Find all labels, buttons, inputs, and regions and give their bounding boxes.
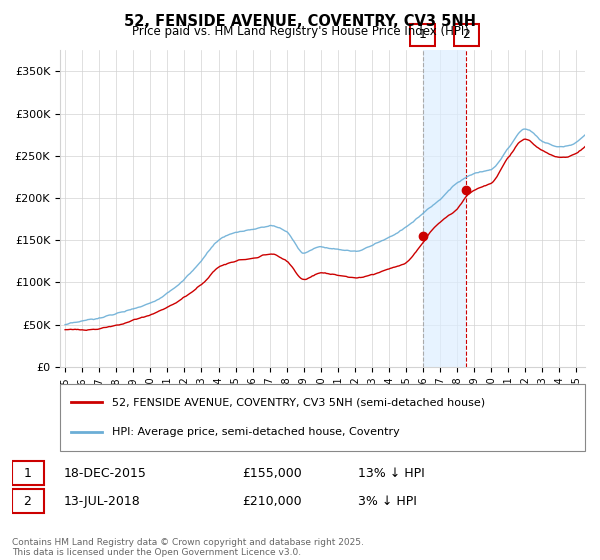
Text: 13-JUL-2018: 13-JUL-2018 bbox=[64, 494, 140, 508]
Text: Price paid vs. HM Land Registry's House Price Index (HPI): Price paid vs. HM Land Registry's House … bbox=[131, 25, 469, 38]
Text: 2: 2 bbox=[23, 494, 31, 508]
Text: 3% ↓ HPI: 3% ↓ HPI bbox=[358, 494, 416, 508]
Text: 13% ↓ HPI: 13% ↓ HPI bbox=[358, 466, 424, 480]
FancyBboxPatch shape bbox=[12, 489, 44, 513]
FancyBboxPatch shape bbox=[60, 384, 585, 451]
Text: 1: 1 bbox=[23, 466, 31, 480]
FancyBboxPatch shape bbox=[12, 461, 44, 485]
Text: 1: 1 bbox=[419, 29, 427, 41]
Bar bbox=[422, 50, 466, 367]
FancyBboxPatch shape bbox=[410, 24, 435, 46]
Text: £155,000: £155,000 bbox=[242, 466, 302, 480]
Text: 52, FENSIDE AVENUE, COVENTRY, CV3 5NH: 52, FENSIDE AVENUE, COVENTRY, CV3 5NH bbox=[124, 14, 476, 29]
Text: Contains HM Land Registry data © Crown copyright and database right 2025.
This d: Contains HM Land Registry data © Crown c… bbox=[12, 538, 364, 557]
Text: HPI: Average price, semi-detached house, Coventry: HPI: Average price, semi-detached house,… bbox=[113, 427, 400, 437]
Text: 2: 2 bbox=[463, 29, 470, 41]
Text: 52, FENSIDE AVENUE, COVENTRY, CV3 5NH (semi-detached house): 52, FENSIDE AVENUE, COVENTRY, CV3 5NH (s… bbox=[113, 398, 485, 408]
Text: £210,000: £210,000 bbox=[242, 494, 302, 508]
FancyBboxPatch shape bbox=[454, 24, 479, 46]
Text: 18-DEC-2015: 18-DEC-2015 bbox=[64, 466, 147, 480]
